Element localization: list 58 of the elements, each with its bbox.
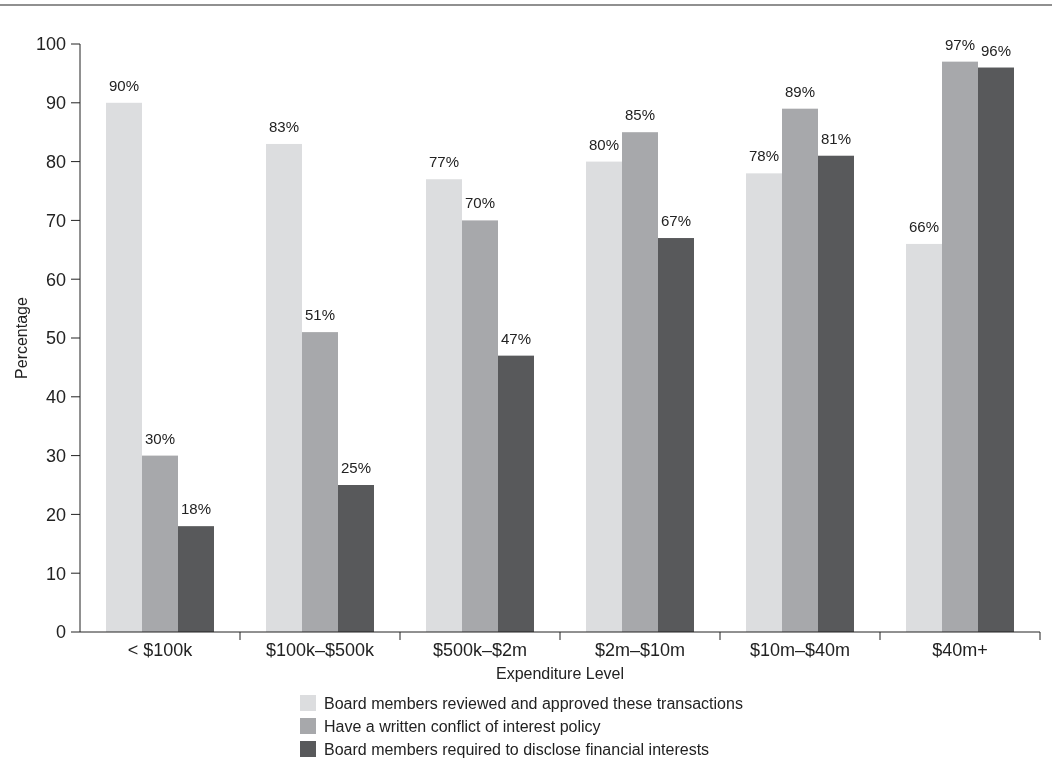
data-label: 97% [944, 35, 976, 53]
x-tick-label: $10m–$40m [749, 640, 851, 660]
y-tick-label: 90 [45, 93, 66, 114]
data-label: 78% [748, 147, 780, 165]
data-label: 47% [500, 329, 532, 347]
data-label: 83% [268, 117, 300, 135]
bar [498, 355, 534, 632]
y-tick-label: 40 [45, 387, 66, 408]
y-axis-title: Percentage [13, 296, 30, 379]
y-tick-label: 10 [45, 563, 66, 584]
data-label: 66% [908, 217, 940, 235]
y-tick-label: 60 [45, 269, 66, 290]
x-tick-label: $100k–$500k [265, 640, 376, 660]
bar [818, 155, 854, 632]
data-label: 51% [304, 306, 336, 324]
data-label: 25% [340, 459, 372, 476]
bar [586, 161, 622, 632]
data-label: 85% [624, 106, 656, 124]
bar [302, 332, 338, 632]
data-label: 70% [464, 194, 496, 212]
bar [338, 485, 374, 632]
data-label: 80% [588, 135, 620, 153]
x-tick-label: < $100k [127, 640, 194, 660]
bar [782, 108, 818, 632]
bar [942, 61, 978, 632]
bar [622, 132, 658, 632]
x-tick-label: $40m+ [932, 640, 988, 660]
bar [106, 102, 142, 632]
y-tick-label: 80 [45, 151, 66, 172]
data-label: 96% [980, 41, 1012, 59]
data-label: 90% [108, 76, 140, 94]
legend-label: Have a written conflict of interest policy [324, 717, 601, 735]
y-tick-label: 50 [45, 328, 66, 349]
bar [746, 173, 782, 632]
x-axis-title: Expenditure Level [495, 665, 625, 682]
x-tick-label: $2m–$10m [594, 640, 686, 660]
data-label: 77% [428, 153, 460, 171]
y-tick-label: 100 [35, 34, 66, 55]
bar [142, 455, 178, 632]
y-tick-label: 0 [55, 622, 66, 643]
bar [978, 67, 1014, 632]
y-tick-label: 70 [45, 210, 66, 231]
bar [462, 220, 498, 632]
legend-label: Board members required to disclose financial interests [324, 740, 710, 758]
y-tick-label: 30 [45, 445, 66, 466]
data-label: 67% [660, 212, 692, 230]
data-label: 18% [180, 500, 212, 518]
y-tick-label: 20 [45, 504, 66, 525]
bar [266, 143, 302, 632]
legend-label: Board members reviewed and approved these transactions [324, 694, 743, 712]
data-label: 89% [784, 82, 816, 100]
bar [178, 526, 214, 632]
bar [658, 238, 694, 632]
bar [906, 243, 942, 632]
data-label: 81% [820, 129, 852, 147]
x-tick-label: $500k–$2m [432, 640, 528, 660]
data-label: 30% [144, 429, 176, 447]
bar [426, 179, 462, 632]
